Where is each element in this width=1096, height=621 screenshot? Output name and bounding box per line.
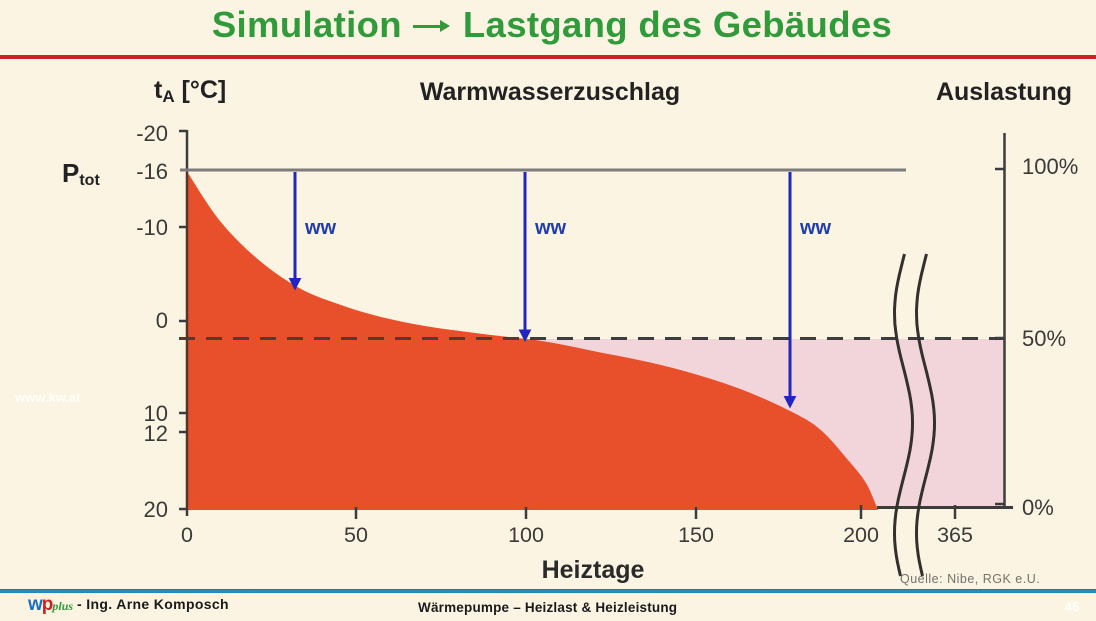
svg-text:12: 12 xyxy=(144,421,168,446)
svg-text:0: 0 xyxy=(156,308,168,333)
svg-text:Warmwasserzuschlag: Warmwasserzuschlag xyxy=(420,78,680,106)
svg-text:0%: 0% xyxy=(1022,495,1054,520)
svg-text:Auslastung: Auslastung xyxy=(936,78,1072,106)
svg-text:200: 200 xyxy=(843,523,879,547)
svg-text:50%: 50% xyxy=(1022,326,1066,351)
svg-text:Heiztage: Heiztage xyxy=(542,556,645,584)
svg-text:100%: 100% xyxy=(1022,154,1078,179)
svg-text:-10: -10 xyxy=(136,215,168,240)
svg-text:150: 150 xyxy=(678,523,714,547)
svg-text:ww: ww xyxy=(534,217,567,239)
svg-text:100: 100 xyxy=(508,523,544,547)
svg-text:0: 0 xyxy=(181,523,193,547)
svg-text:ww: ww xyxy=(799,217,832,239)
svg-text:50: 50 xyxy=(344,523,368,547)
svg-text:10: 10 xyxy=(144,401,168,426)
svg-text:-20: -20 xyxy=(136,121,168,146)
svg-text:Ptot: Ptot xyxy=(62,158,100,189)
svg-text:-16: -16 xyxy=(136,159,168,184)
svg-text:20: 20 xyxy=(144,497,168,522)
svg-text:ww: ww xyxy=(304,217,337,239)
svg-text:tA [°C]: tA [°C] xyxy=(154,76,226,106)
svg-text:Quelle: Nibe, RGK e.U.: Quelle: Nibe, RGK e.U. xyxy=(900,572,1040,586)
svg-text:365: 365 xyxy=(937,523,973,547)
